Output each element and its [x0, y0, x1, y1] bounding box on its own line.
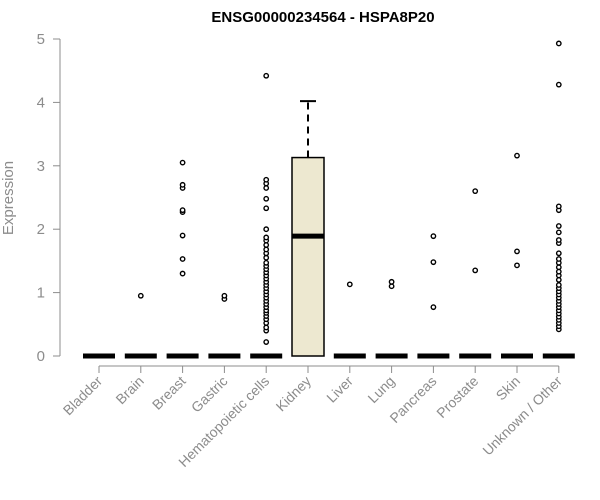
outlier-point: [430, 304, 437, 311]
outlier-point: [263, 195, 270, 202]
outlier-point: [263, 176, 270, 183]
outlier-point: [555, 256, 562, 262]
boxes-layer: [83, 100, 575, 359]
x-tick-label: Lung: [364, 373, 397, 406]
outlier-point: [514, 152, 520, 159]
outlier-point: [263, 205, 270, 212]
outlier-point: [430, 233, 437, 240]
outlier-point: [514, 248, 520, 255]
outlier-point: [555, 237, 562, 243]
box-body: [291, 156, 325, 357]
x-tick-label: Unknown / Other: [479, 373, 565, 459]
outlier-point: [263, 234, 270, 241]
outlier-point: [388, 278, 395, 285]
outlier-point: [346, 281, 353, 288]
outlier-point: [514, 262, 520, 269]
outlier-point: [179, 159, 186, 166]
outlier-point: [555, 203, 562, 210]
outlier-point: [555, 250, 562, 257]
x-tick-label: Kidney: [273, 373, 315, 415]
outlier-point: [263, 72, 270, 79]
outlier-point: [179, 181, 186, 188]
y-tick-label: 3: [37, 158, 45, 175]
outlier-point: [430, 259, 437, 266]
box-kidney: [291, 100, 325, 357]
outlier-point: [137, 292, 144, 299]
y-tick-label: 0: [37, 348, 45, 365]
x-tick-label: Liver: [323, 373, 356, 406]
outlier-point: [555, 81, 562, 88]
x-tick-label: Brain: [112, 373, 146, 407]
outlier-point: [555, 229, 562, 236]
outlier-point: [179, 232, 186, 239]
outliers-layer: [137, 40, 562, 345]
outlier-point: [179, 256, 186, 262]
outlier-point: [179, 270, 186, 277]
y-axis: 0 1 2 3 4 5: [37, 31, 61, 365]
outlier-point: [263, 259, 270, 266]
x-tick-label: Skin: [493, 373, 524, 404]
y-tick-label: 4: [37, 94, 45, 111]
outlier-point: [555, 282, 562, 288]
outlier-point: [263, 339, 270, 345]
y-axis-label: Expression: [0, 161, 17, 235]
y-tick-label: 2: [37, 221, 45, 238]
x-tick-label: Bladder: [60, 373, 106, 419]
outlier-point: [221, 292, 228, 299]
outlier-point: [179, 207, 186, 214]
y-tick-label: 5: [37, 31, 45, 48]
outlier-point: [472, 267, 479, 274]
outlier-point: [555, 40, 562, 47]
outlier-point: [472, 188, 479, 195]
x-tick-label: Breast: [149, 373, 189, 413]
outlier-point: [555, 223, 562, 229]
x-tick-label: Prostate: [433, 373, 481, 421]
outlier-point: [263, 226, 270, 233]
chart-title: ENSG00000234564 - HSPA8P20: [211, 9, 434, 26]
y-tick-label: 1: [37, 285, 45, 302]
